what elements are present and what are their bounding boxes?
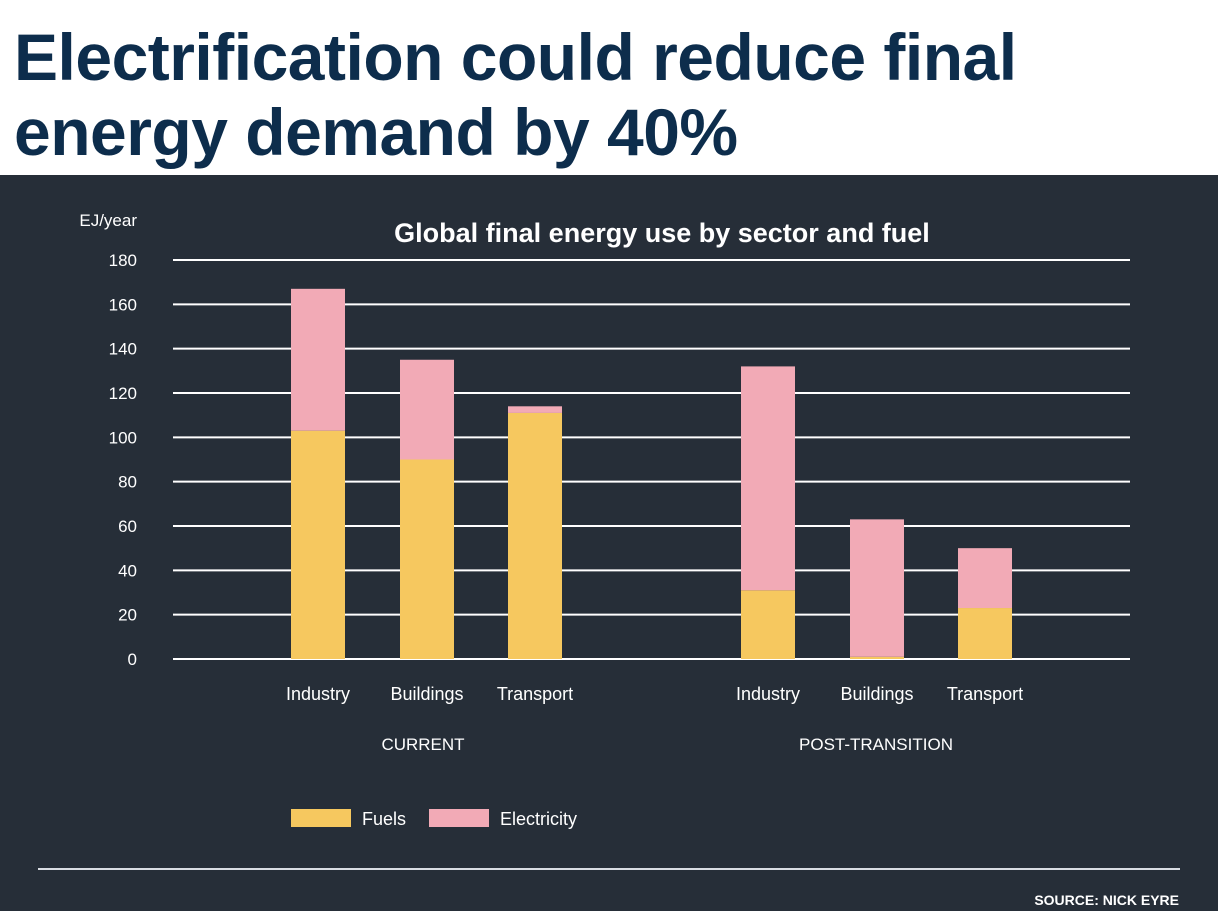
- category-label: Industry: [736, 684, 800, 704]
- bar-electricity-3: [741, 366, 795, 591]
- y-tick-label: 180: [109, 251, 137, 270]
- bar-fuels-0: [291, 430, 345, 659]
- slide-title-line-2: energy demand by 40%: [14, 95, 738, 169]
- source-credit: SOURCE: NICK EYRE: [1034, 892, 1179, 908]
- legend-label-fuels: Fuels: [362, 809, 406, 829]
- chart-legend: Fuels Electricity: [291, 809, 577, 829]
- legend-swatch-fuels: [291, 809, 351, 827]
- group-label: POST-TRANSITION: [799, 735, 953, 754]
- y-tick-label: 120: [109, 384, 137, 403]
- category-label: Buildings: [390, 684, 463, 704]
- bar-electricity-0: [291, 288, 345, 431]
- legend-swatch-electricity: [429, 809, 489, 827]
- y-tick-label: 80: [118, 473, 137, 492]
- slide-title: Electrification could reduce final energy…: [14, 20, 1204, 170]
- group-label: CURRENT: [381, 735, 464, 754]
- bar-fuels-4: [850, 656, 904, 659]
- legend-label-electricity: Electricity: [500, 809, 577, 829]
- bar-electricity-5: [958, 548, 1012, 609]
- category-label: Transport: [497, 684, 573, 704]
- bar-fuels-1: [400, 459, 454, 659]
- y-axis-label: EJ/year: [79, 211, 137, 230]
- category-label: Transport: [947, 684, 1023, 704]
- bar-electricity-2: [508, 406, 562, 413]
- category-label: Industry: [286, 684, 350, 704]
- bar-electricity-4: [850, 519, 904, 657]
- chart-title: Global final energy use by sector and fu…: [394, 218, 930, 248]
- slide-title-line-1: Electrification could reduce final: [14, 20, 1017, 94]
- x-axis-labels: Industry Buildings Transport CURRENT Industr…: [286, 684, 1023, 754]
- y-axis-ticks: 0 20 40 60 80 100 120 140 160 180: [109, 251, 137, 669]
- bar-electricity-1: [400, 359, 454, 460]
- y-tick-label: 100: [109, 428, 137, 447]
- bar-fuels-5: [958, 608, 1012, 659]
- y-tick-label: 40: [118, 561, 137, 580]
- y-tick-label: 0: [128, 650, 137, 669]
- y-tick-label: 160: [109, 295, 137, 314]
- y-tick-label: 20: [118, 606, 137, 625]
- y-tick-label: 140: [109, 340, 137, 359]
- category-label: Buildings: [840, 684, 913, 704]
- bar-fuels-3: [741, 590, 795, 659]
- y-tick-label: 60: [118, 517, 137, 536]
- chart-panel: [0, 175, 1218, 911]
- bar-fuels-2: [508, 412, 562, 659]
- bar-stacks: [291, 288, 1012, 659]
